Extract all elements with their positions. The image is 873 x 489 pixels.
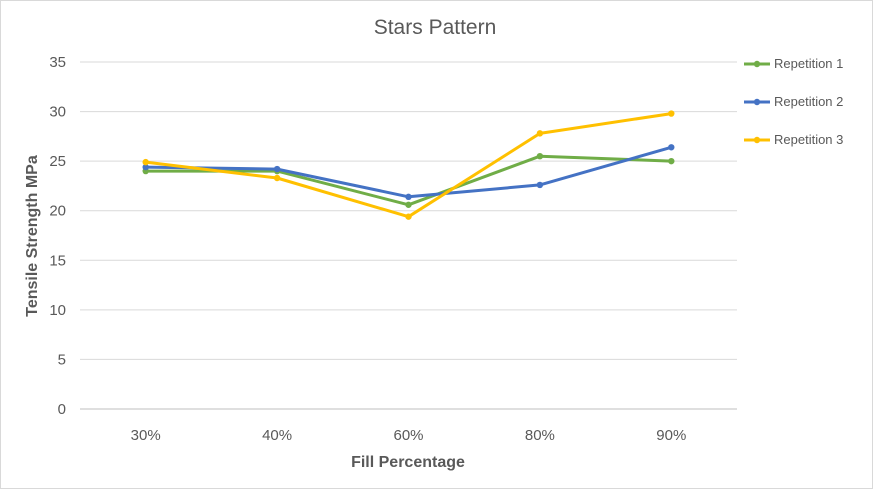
chart-title: Stars Pattern	[374, 16, 497, 39]
series-layer	[142, 110, 675, 220]
series-line	[144, 112, 673, 219]
x-tick-label: 90%	[656, 427, 686, 444]
x-axis-ticks: 30% 40% 60% 80% 90%	[131, 427, 687, 444]
y-tick-label: 25	[49, 153, 66, 170]
data-point	[536, 152, 544, 160]
legend-item: Repetition 3	[744, 132, 843, 147]
legend-item: Repetition 1	[744, 56, 843, 71]
x-tick-label: 80%	[525, 427, 555, 444]
x-tick-label: 30%	[131, 427, 161, 444]
data-point	[405, 193, 412, 201]
series-2	[142, 144, 675, 201]
legend-label: Repetition 2	[774, 94, 843, 109]
y-axis-ticks: 0 5 10 15 20 25 30 35	[49, 54, 66, 418]
y-tick-label: 30	[49, 104, 66, 121]
data-point	[142, 158, 149, 166]
y-tick-label: 5	[58, 351, 66, 368]
data-point	[273, 165, 281, 173]
data-point	[405, 201, 412, 208]
y-tick-label: 15	[49, 252, 66, 269]
data-point	[536, 130, 544, 137]
data-point	[668, 110, 675, 117]
x-tick-label: 40%	[262, 427, 292, 444]
legend-swatch-marker	[753, 136, 761, 144]
data-point	[668, 157, 675, 165]
y-tick-label: 10	[49, 302, 66, 319]
y-tick-label: 35	[49, 54, 66, 71]
y-tick-label: 0	[58, 401, 66, 418]
data-point	[668, 144, 675, 151]
data-point	[142, 163, 149, 171]
data-point	[273, 174, 281, 182]
legend: Repetition 1 Repetition 2 Repetition 3	[744, 56, 843, 147]
y-axis-title: Tensile Strength MPa	[24, 155, 41, 317]
y-tick-label: 20	[49, 203, 66, 220]
legend-swatch-marker	[753, 98, 761, 106]
data-point	[405, 213, 412, 220]
legend-label: Repetition 3	[774, 132, 843, 147]
legend-swatch-marker	[753, 60, 761, 68]
data-point	[536, 181, 544, 189]
x-tick-label: 60%	[393, 427, 423, 444]
x-axis-title: Fill Percentage	[351, 454, 465, 471]
series-3	[142, 110, 675, 220]
gridlines	[80, 61, 737, 410]
legend-label: Repetition 1	[774, 56, 843, 71]
legend-item: Repetition 2	[744, 94, 843, 109]
